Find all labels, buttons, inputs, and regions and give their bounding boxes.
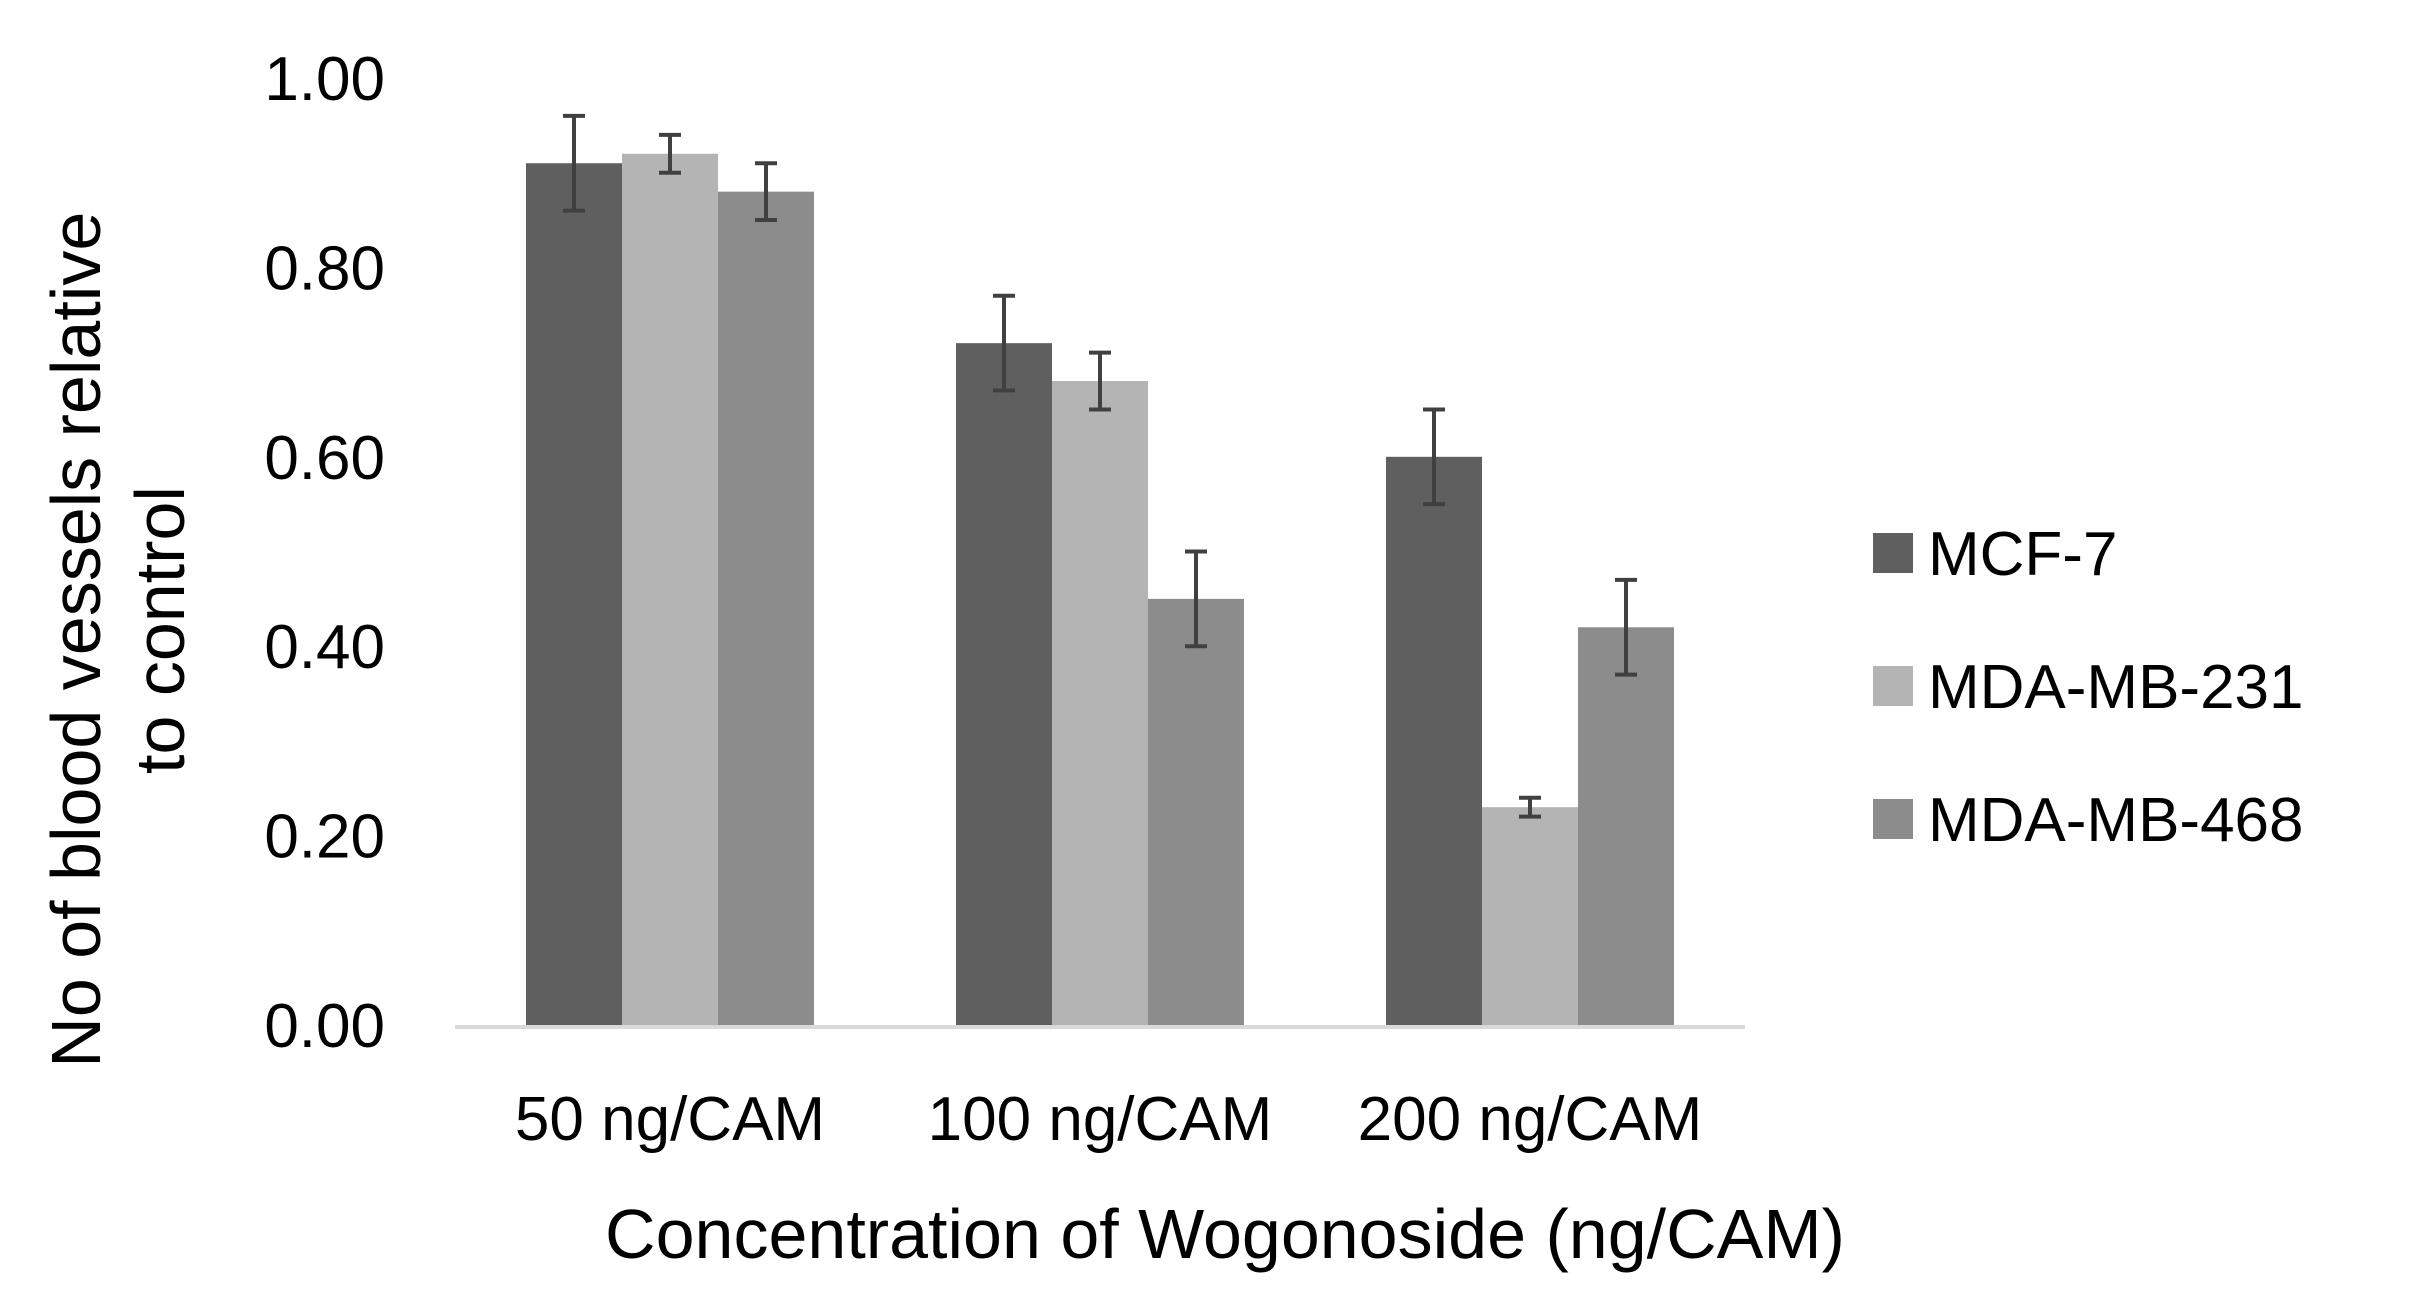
error-bar — [563, 113, 585, 213]
y-tick-label: 0.40 — [264, 613, 385, 682]
bar — [1052, 381, 1148, 1025]
y-tick-label: 0.20 — [264, 803, 385, 872]
y-axis-title-line-1: No of blood vessels relative — [37, 212, 115, 1068]
legend-item: MDA-MB-231 — [1873, 653, 2304, 722]
error-bar — [1089, 350, 1111, 412]
x-axis-title: Concentration of Wogonoside (ng/CAM) — [605, 1195, 1845, 1273]
bar — [526, 163, 622, 1026]
category-label: 50 ng/CAM — [515, 1085, 825, 1154]
bar — [956, 343, 1052, 1025]
legend-item: MDA-MB-468 — [1873, 786, 2304, 855]
bar — [1578, 627, 1674, 1025]
y-tick-label: 0.00 — [264, 992, 385, 1061]
error-bar — [1423, 407, 1445, 507]
y-axis-ticks: 0.00 0.20 0.40 0.60 0.80 1.00 — [264, 45, 385, 1061]
error-bars — [563, 113, 1637, 819]
y-axis-title-line-2: to control — [121, 486, 199, 774]
legend-item: MCF-7 — [1873, 520, 2117, 589]
error-bar — [755, 161, 777, 223]
y-axis-title: No of blood vessels relative to control — [37, 192, 199, 1067]
legend-label: MCF-7 — [1928, 520, 2117, 589]
legend-label: MDA-MB-468 — [1928, 786, 2304, 855]
error-bar — [1615, 577, 1637, 677]
bar — [718, 191, 814, 1025]
category-labels: 50 ng/CAM 100 ng/CAM 200 ng/CAM — [515, 1085, 1702, 1154]
legend-swatch — [1873, 666, 1913, 706]
category-label: 200 ng/CAM — [1358, 1085, 1703, 1154]
legend: MCF-7 MDA-MB-231 MDA-MB-468 — [1873, 520, 2304, 855]
y-tick-label: 0.80 — [264, 234, 385, 303]
legend-swatch — [1873, 533, 1913, 573]
bar — [1386, 456, 1482, 1025]
bar — [622, 153, 718, 1025]
error-bar — [1519, 795, 1541, 819]
y-tick-label: 0.60 — [264, 424, 385, 493]
legend-label: MDA-MB-231 — [1928, 653, 2304, 722]
error-bar — [1185, 549, 1207, 649]
bar — [1148, 598, 1244, 1025]
bars — [526, 153, 1674, 1026]
category-label: 100 ng/CAM — [928, 1085, 1273, 1154]
error-bar — [659, 132, 681, 175]
bar — [1482, 807, 1578, 1025]
legend-swatch — [1873, 799, 1913, 839]
error-bar — [993, 293, 1015, 393]
y-tick-label: 1.00 — [264, 45, 385, 114]
